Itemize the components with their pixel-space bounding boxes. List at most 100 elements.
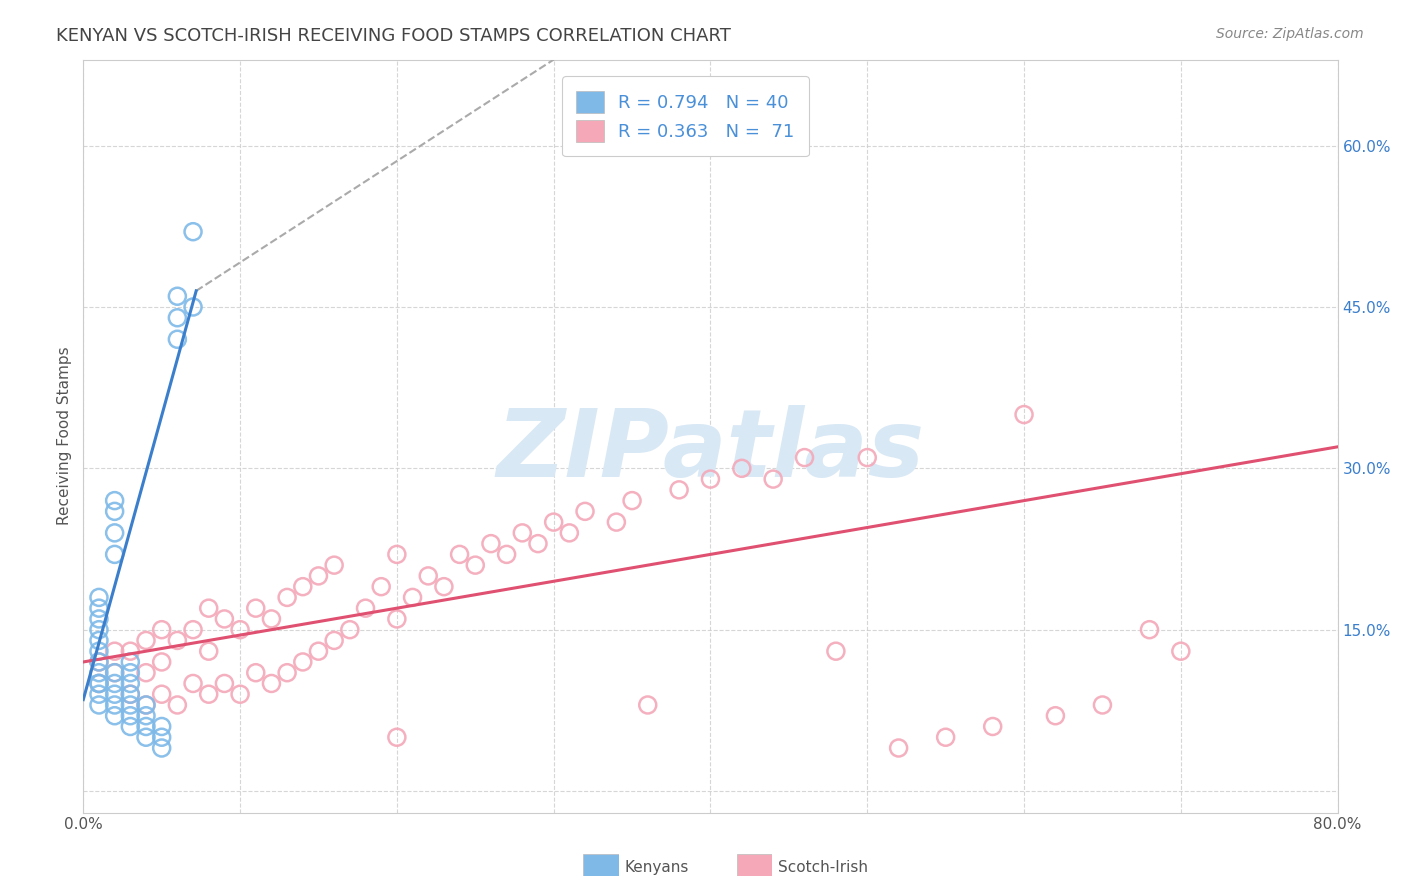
- Point: [621, 493, 644, 508]
- Point: [887, 741, 910, 756]
- Point: [135, 708, 157, 723]
- Text: Scotch-Irish: Scotch-Irish: [778, 860, 868, 874]
- Point: [543, 515, 565, 529]
- Point: [1012, 408, 1035, 422]
- Point: [479, 536, 502, 550]
- Point: [87, 623, 110, 637]
- Point: [166, 332, 188, 346]
- Point: [308, 644, 330, 658]
- Point: [385, 548, 408, 562]
- Point: [120, 655, 142, 669]
- Point: [276, 665, 298, 680]
- Point: [150, 741, 173, 756]
- Point: [197, 687, 219, 701]
- Point: [87, 676, 110, 690]
- Point: [87, 601, 110, 615]
- Point: [385, 731, 408, 745]
- Point: [135, 698, 157, 712]
- Point: [104, 698, 127, 712]
- Point: [825, 644, 848, 658]
- Point: [401, 591, 423, 605]
- Point: [120, 719, 142, 733]
- Point: [245, 665, 267, 680]
- Point: [135, 698, 157, 712]
- Point: [87, 676, 110, 690]
- Point: [135, 633, 157, 648]
- Point: [120, 676, 142, 690]
- Point: [87, 665, 110, 680]
- Point: [87, 644, 110, 658]
- Point: [1170, 644, 1192, 658]
- Text: KENYAN VS SCOTCH-IRISH RECEIVING FOOD STAMPS CORRELATION CHART: KENYAN VS SCOTCH-IRISH RECEIVING FOOD ST…: [56, 27, 731, 45]
- Point: [762, 472, 785, 486]
- Point: [135, 665, 157, 680]
- Point: [793, 450, 815, 465]
- Point: [214, 612, 236, 626]
- Point: [291, 580, 314, 594]
- Point: [1091, 698, 1114, 712]
- Point: [495, 548, 517, 562]
- Point: [120, 708, 142, 723]
- Point: [197, 601, 219, 615]
- Point: [856, 450, 879, 465]
- Point: [166, 310, 188, 325]
- Point: [1139, 623, 1161, 637]
- Point: [87, 676, 110, 690]
- Point: [197, 644, 219, 658]
- Point: [229, 623, 252, 637]
- Point: [731, 461, 754, 475]
- Point: [339, 623, 361, 637]
- Point: [104, 708, 127, 723]
- Point: [87, 655, 110, 669]
- Point: [181, 676, 204, 690]
- Y-axis label: Receiving Food Stamps: Receiving Food Stamps: [58, 347, 72, 525]
- Point: [637, 698, 659, 712]
- Point: [464, 558, 486, 573]
- Point: [104, 676, 127, 690]
- Point: [135, 731, 157, 745]
- Point: [981, 719, 1004, 733]
- Point: [135, 719, 157, 733]
- Point: [385, 612, 408, 626]
- Point: [87, 633, 110, 648]
- Point: [87, 655, 110, 669]
- Point: [87, 687, 110, 701]
- Point: [323, 633, 346, 648]
- Point: [354, 601, 377, 615]
- Point: [214, 676, 236, 690]
- Point: [120, 644, 142, 658]
- Point: [276, 591, 298, 605]
- Point: [527, 536, 550, 550]
- Point: [120, 698, 142, 712]
- Point: [558, 525, 581, 540]
- Point: [150, 687, 173, 701]
- Point: [433, 580, 456, 594]
- Point: [104, 644, 127, 658]
- Point: [150, 731, 173, 745]
- Point: [323, 558, 346, 573]
- Point: [370, 580, 392, 594]
- Point: [104, 548, 127, 562]
- Point: [104, 493, 127, 508]
- Point: [166, 698, 188, 712]
- Legend: R = 0.794   N = 40, R = 0.363   N =  71: R = 0.794 N = 40, R = 0.363 N = 71: [562, 76, 808, 156]
- Point: [87, 612, 110, 626]
- Point: [574, 504, 596, 518]
- Point: [260, 676, 283, 690]
- Point: [245, 601, 267, 615]
- Point: [668, 483, 690, 497]
- Text: ZIPatlas: ZIPatlas: [496, 405, 925, 497]
- Point: [104, 687, 127, 701]
- Point: [150, 719, 173, 733]
- Point: [104, 665, 127, 680]
- Point: [308, 569, 330, 583]
- Point: [449, 548, 471, 562]
- Point: [104, 504, 127, 518]
- Point: [87, 698, 110, 712]
- Point: [181, 623, 204, 637]
- Text: Kenyans: Kenyans: [624, 860, 689, 874]
- Point: [87, 591, 110, 605]
- Point: [120, 687, 142, 701]
- Point: [104, 665, 127, 680]
- Point: [418, 569, 440, 583]
